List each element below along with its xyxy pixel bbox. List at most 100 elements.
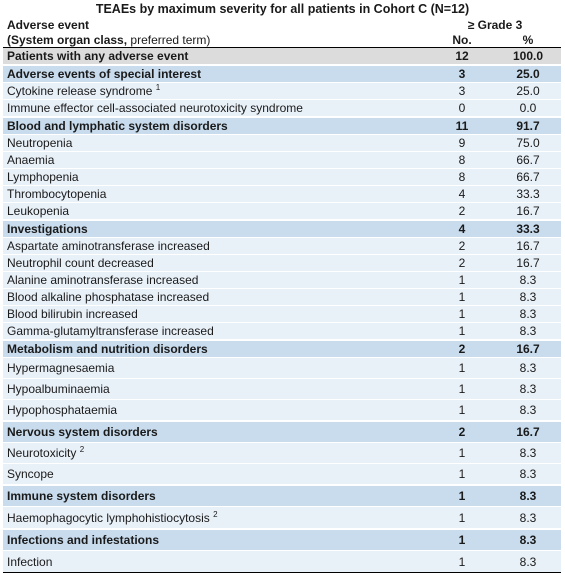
row-label: Investigations — [7, 222, 88, 236]
preferred-term: Infection — [3, 550, 429, 573]
row-label: Neutropenia — [7, 136, 73, 150]
row-label: Blood bilirubin increased — [7, 307, 138, 321]
preferred-term: Gamma-glutamyltransferase increased — [3, 322, 429, 340]
document-page: TEAEs by maximum severity for all patien… — [3, 2, 562, 573]
row-label: Adverse events of special interest — [7, 67, 202, 81]
group-row: Nervous system disorders 2 16.7 — [3, 420, 562, 443]
row-label: Hypophosphataemia — [7, 403, 118, 417]
count-cell: 1 — [429, 305, 495, 323]
count-cell: 11 — [429, 116, 495, 135]
table-row: Syncope 1 8.3 — [3, 463, 562, 485]
row-label: Hypermagnesaemia — [7, 361, 115, 375]
header-row-2: (System organ class, preferred term) No.… — [3, 32, 562, 48]
table-row: Neurotoxicity 2 1 8.3 — [3, 442, 562, 464]
percent-cell: 8.3 — [495, 442, 562, 464]
preferred-term: Syncope — [3, 463, 429, 485]
table-row: Hypophosphataemia 1 8.3 — [3, 399, 562, 421]
table-row: Gamma-glutamyltransferase increased 1 8.3 — [3, 322, 562, 340]
adverse-events-table: Adverse event ≥ Grade 3 (System organ cl… — [3, 17, 562, 573]
count-cell: 0 — [429, 99, 495, 117]
row-label: Alanine aminotransferase increased — [7, 273, 199, 287]
preferred-term: Neurotoxicity 2 — [3, 442, 429, 464]
count-cell: 4 — [429, 219, 495, 238]
row-label: Gamma-glutamyltransferase increased — [7, 324, 214, 338]
table-row: Thrombocytopenia 4 33.3 — [3, 185, 562, 203]
percent-cell: 8.3 — [495, 305, 562, 323]
count-cell: 8 — [429, 151, 495, 169]
count-cell: 1 — [429, 378, 495, 400]
row-label: Infections and infestations — [7, 533, 160, 547]
count-cell: 1 — [429, 528, 495, 551]
preferred-term: Haemophagocytic lymphohistiocytosis 2 — [3, 506, 429, 529]
header-row-1: Adverse event ≥ Grade 3 — [3, 17, 562, 32]
percent-cell: 8.3 — [495, 463, 562, 485]
percent-cell: 8.3 — [495, 506, 562, 529]
count-cell: 9 — [429, 134, 495, 152]
percent-cell: 0.0 — [495, 99, 562, 117]
system-organ-class: Nervous system disorders — [3, 420, 429, 443]
preferred-term: Lymphopenia — [3, 168, 429, 186]
preferred-term: Thrombocytopenia — [3, 185, 429, 203]
table-row: Leukopenia 2 16.7 — [3, 202, 562, 220]
count-cell: 2 — [429, 420, 495, 443]
preferred-term: Leukopenia — [3, 202, 429, 220]
row-label: Aspartate aminotransferase increased — [7, 239, 210, 253]
row-label: Syncope — [7, 467, 54, 481]
percent-cell: 75.0 — [495, 134, 562, 152]
count-cell: 2 — [429, 202, 495, 220]
header-no: No. — [429, 32, 495, 48]
count-cell: 1 — [429, 399, 495, 421]
preferred-term: Hypophosphataemia — [3, 399, 429, 421]
percent-cell: 8.3 — [495, 357, 562, 379]
preferred-term: Neutropenia — [3, 134, 429, 152]
system-organ-class: Immune system disorders — [3, 484, 429, 507]
percent-cell: 8.3 — [495, 399, 562, 421]
count-cell: 2 — [429, 254, 495, 272]
table-row: Anaemia 8 66.7 — [3, 151, 562, 169]
count-cell: 1 — [429, 484, 495, 507]
table-row: Immune effector cell-associated neurotox… — [3, 99, 562, 117]
preferred-term: Immune effector cell-associated neurotox… — [3, 99, 429, 117]
count-cell: 1 — [429, 357, 495, 379]
footnote-marker: 2 — [79, 445, 85, 454]
percent-cell: 91.7 — [495, 116, 562, 135]
preferred-term: Aspartate aminotransferase increased — [3, 237, 429, 255]
system-organ-class: Metabolism and nutrition disorders — [3, 339, 429, 358]
table-row: Haemophagocytic lymphohistiocytosis 2 1 8.… — [3, 506, 562, 529]
footnote-marker: 2 — [213, 509, 218, 519]
row-label: Haemophagocytic lymphohistiocytosis — [7, 510, 210, 525]
total-no: 12 — [429, 47, 495, 66]
count-cell: 1 — [429, 442, 495, 464]
count-cell: 1 — [429, 288, 495, 306]
table-row: Alanine aminotransferase increased 1 8.3 — [3, 271, 562, 289]
group-row: Infections and infestations 1 8.3 — [3, 528, 562, 551]
row-label: Hypoalbuminaemia — [7, 382, 110, 396]
preferred-term: Blood alkaline phosphatase increased — [3, 288, 429, 306]
row-label: Metabolism and nutrition disorders — [7, 342, 208, 356]
percent-cell: 16.7 — [495, 254, 562, 272]
row-label: Immune system disorders — [7, 489, 156, 503]
table-row: Lymphopenia 8 66.7 — [3, 168, 562, 186]
header-grade3: ≥ Grade 3 — [429, 17, 562, 32]
percent-cell: 33.3 — [495, 185, 562, 203]
percent-cell: 8.3 — [495, 378, 562, 400]
count-cell: 2 — [429, 339, 495, 358]
group-row: Adverse events of special interest 3 25.0 — [3, 64, 562, 83]
header-soc-term: (System organ class, preferred term) — [3, 32, 429, 48]
percent-cell: 25.0 — [495, 64, 562, 83]
row-label: Neutrophil count decreased — [7, 256, 154, 270]
count-cell: 8 — [429, 168, 495, 186]
system-organ-class: Investigations — [3, 219, 429, 238]
table-row: Hypermagnesaemia 1 8.3 — [3, 357, 562, 379]
table-row: Neutropenia 9 75.0 — [3, 134, 562, 152]
percent-cell: 8.3 — [495, 271, 562, 289]
row-label: Lymphopenia — [7, 170, 79, 184]
total-label: Patients with any adverse event — [3, 47, 429, 66]
table-row: Hypoalbuminaemia 1 8.3 — [3, 378, 562, 400]
percent-cell: 8.3 — [495, 528, 562, 551]
table-row: Neutrophil count decreased 2 16.7 — [3, 254, 562, 272]
count-cell: 3 — [429, 64, 495, 83]
group-row: Immune system disorders 1 8.3 — [3, 484, 562, 507]
row-label: Leukopenia — [7, 204, 70, 218]
system-organ-class: Adverse events of special interest — [3, 64, 429, 83]
